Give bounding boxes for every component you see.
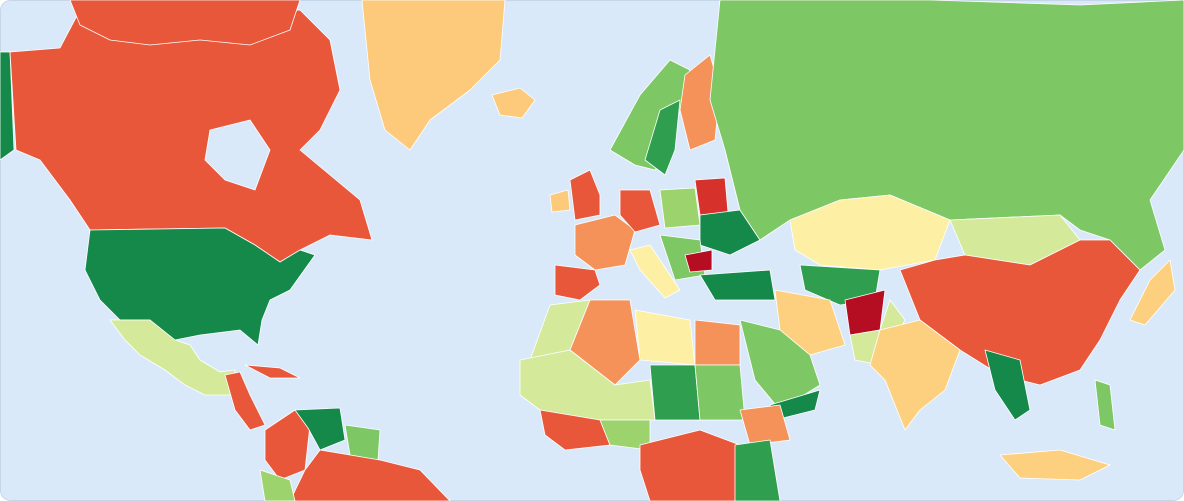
ireland [549,189,571,213]
italy [629,244,681,299]
iceland [491,87,536,119]
chad [649,364,701,421]
saudi-arabia [739,319,821,411]
spain [554,264,601,301]
usa [84,227,316,346]
india [869,319,961,431]
france [574,214,636,271]
cuba [244,364,301,379]
central-africa [639,429,741,501]
hudson-bay [204,119,271,191]
canada-islands [69,0,301,46]
turkey [699,269,776,301]
finland [679,54,721,151]
central-america [224,371,266,431]
west-africa [539,409,611,451]
japan [1129,259,1176,326]
indonesia [999,449,1111,481]
greenland [361,0,506,151]
venezuela [294,407,346,451]
east-africa [734,439,781,501]
romania [684,249,713,273]
russia [709,0,1184,271]
brazil [289,449,451,501]
uk [569,169,601,221]
peru [259,469,296,501]
sudan [694,364,746,421]
germany [619,189,661,233]
egypt [694,319,741,366]
ethiopia [739,404,791,446]
alaska [0,51,15,161]
belarus [694,177,729,216]
sweden [644,99,681,176]
iran [774,289,846,356]
algeria [569,299,641,386]
china [899,239,1141,386]
poland [659,187,701,229]
philippines [1094,379,1116,431]
se-asia [984,349,1031,421]
